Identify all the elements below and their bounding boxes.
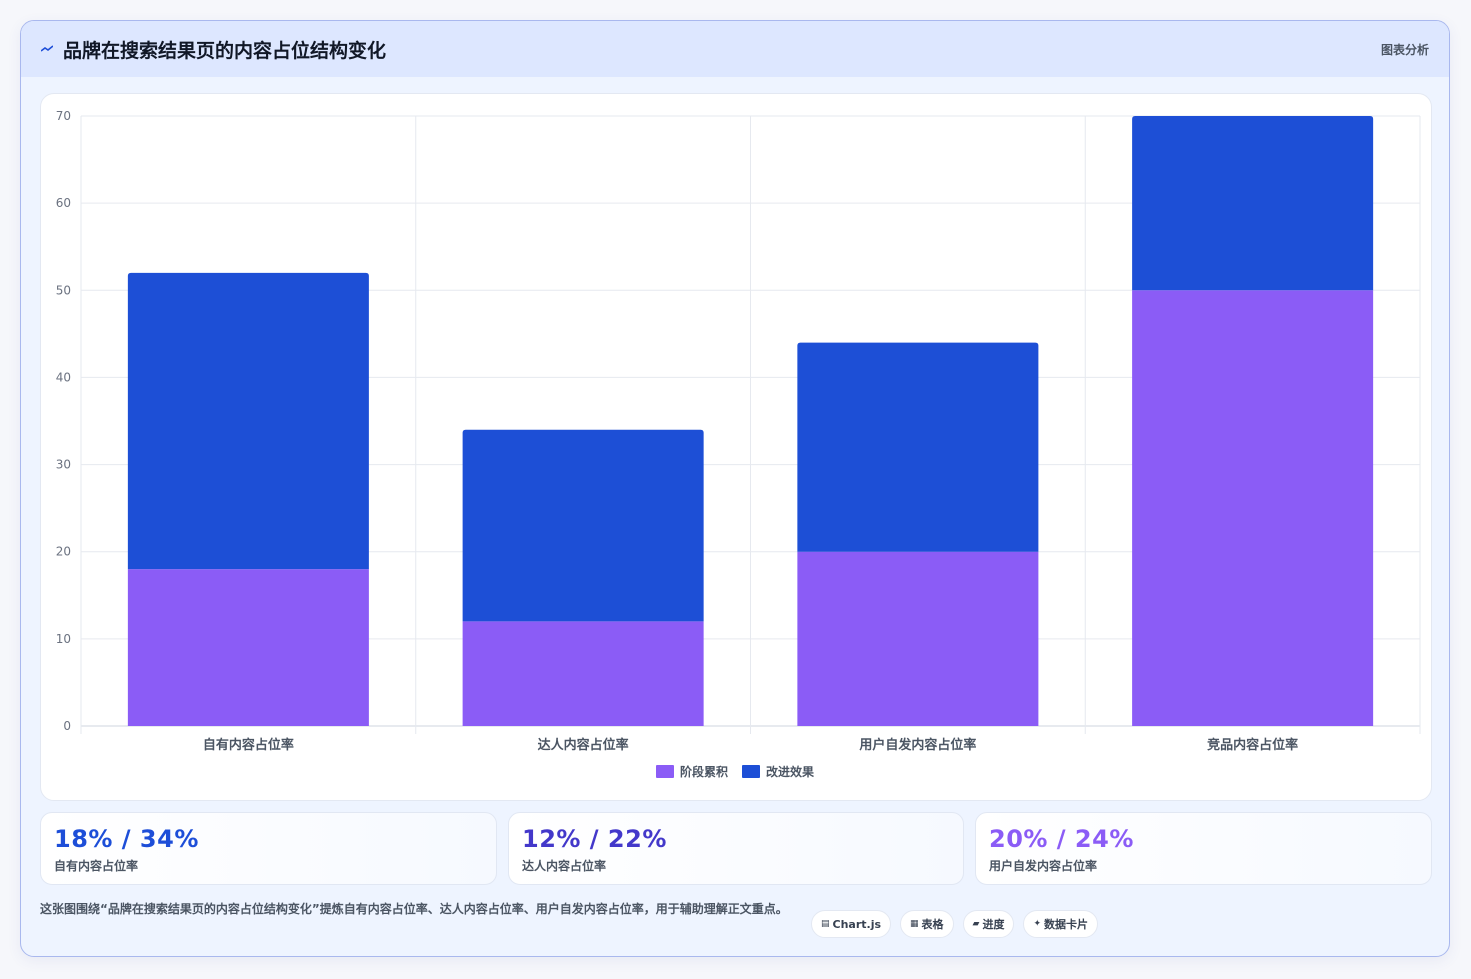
- card-header: 品牌在搜索结果页的内容占位结构变化 图表分析: [21, 21, 1449, 77]
- tag-label: 进度: [982, 918, 1005, 931]
- chart-card: 品牌在搜索结果页的内容占位结构变化 图表分析 0 10 20 30 40 50 60 70 自有…: [20, 20, 1450, 957]
- trend-line-icon: [40, 42, 54, 57]
- y-tick-label: 20: [56, 545, 71, 559]
- y-tick-label: 0: [63, 719, 71, 733]
- y-tick-label: 30: [56, 458, 71, 472]
- bar-segment: [127, 569, 369, 726]
- chart-analysis-link[interactable]: 图表分析: [1380, 42, 1429, 57]
- bar-segment: [462, 429, 704, 622]
- progress-icon: ▰: [972, 919, 980, 929]
- bar-segment: [127, 272, 369, 570]
- x-tick-label: 自有内容占位率: [203, 737, 294, 753]
- stat-value: 20% / 24%: [989, 825, 1134, 853]
- stat-label: 用户自发内容占位率: [989, 859, 1098, 873]
- tag-label: 表格: [921, 918, 944, 931]
- table-icon: ▦: [910, 919, 919, 929]
- chart-icon: ▤: [821, 919, 830, 929]
- page-title: 品牌在搜索结果页的内容占位结构变化: [63, 39, 387, 62]
- bar-segment: [1132, 116, 1374, 291]
- y-tick-label: 70: [56, 109, 71, 123]
- tag-list: ▤ Chart.js ▦ 表格 ▰ 进度 ✦ 数据卡片: [811, 910, 1099, 938]
- chart-panel: 0 10 20 30 40 50 60 70 自有内容占位率 达人内容占位率 用户自发内容占位率 竞品…: [40, 93, 1432, 801]
- x-tick-label: 用户自发内容占位率: [858, 737, 976, 753]
- stat-label: 达人内容占位率: [522, 859, 607, 873]
- y-tick-label: 40: [56, 370, 71, 384]
- legend-label: 阶段累积: [680, 764, 728, 779]
- stat-label: 自有内容占位率: [54, 859, 139, 873]
- stat-card-ugc: 20% / 24% 用户自发内容占位率: [975, 812, 1432, 885]
- title-wrap: 品牌在搜索结果页的内容占位结构变化: [40, 36, 387, 63]
- stat-value: 12% / 22%: [522, 825, 667, 853]
- tag-label: Chart.js: [832, 917, 882, 931]
- x-tick-label: 达人内容占位率: [538, 737, 629, 753]
- y-tick-label: 50: [56, 283, 71, 297]
- bar-segment: [797, 551, 1039, 726]
- tag-table[interactable]: ▦ 表格: [900, 910, 954, 938]
- stacked-bar-chart: 0 10 20 30 40 50 60 70 自有内容占位率 达人内容占位率 用户自发内容占位率 竞品…: [56, 109, 1421, 779]
- y-tick-label: 10: [56, 632, 71, 646]
- chart-description: 这张图围绕“品牌在搜索结果页的内容占位结构变化”提炼自有内容占位率、达人内容占位…: [40, 902, 788, 916]
- stat-card-owned: 18% / 34% 自有内容占位率: [40, 812, 497, 885]
- tag-label: 数据卡片: [1044, 918, 1089, 931]
- legend-swatch: [656, 765, 674, 778]
- stat-card-influencer: 12% / 22% 达人内容占位率: [508, 812, 964, 885]
- legend-swatch: [742, 765, 760, 778]
- sparkle-icon: ✦: [1033, 919, 1042, 929]
- bar-segment: [462, 621, 704, 726]
- stat-value: 18% / 34%: [54, 825, 199, 853]
- tag-data-card[interactable]: ✦ 数据卡片: [1023, 910, 1099, 938]
- x-tick-label: 竞品内容占位率: [1207, 737, 1298, 753]
- tag-chartjs[interactable]: ▤ Chart.js: [811, 910, 892, 938]
- y-tick-label: 60: [56, 196, 71, 210]
- bar-segment: [797, 342, 1039, 552]
- legend-label: 改进效果: [766, 764, 814, 779]
- tag-progress[interactable]: ▰ 进度: [962, 910, 1015, 938]
- bar-segment: [1132, 290, 1374, 726]
